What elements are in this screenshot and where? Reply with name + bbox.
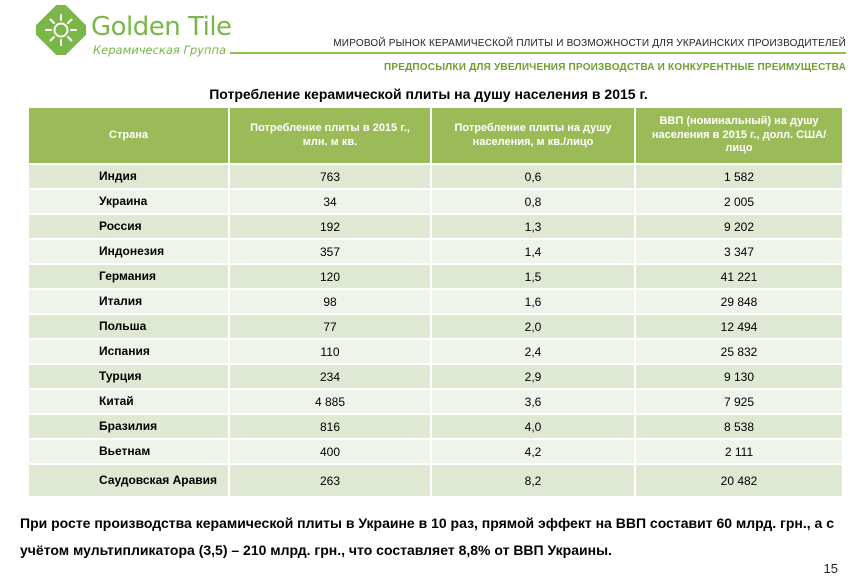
country-cell: Испания <box>29 339 230 365</box>
column-header-gdp: ВВП (номинальный) на душу населения в 20… <box>635 108 842 165</box>
gdp-cell: 2 005 <box>635 189 842 215</box>
country-cell: Турция <box>29 364 230 390</box>
gdp-cell: 8 538 <box>635 414 842 440</box>
table-row: Индия 763 0,6 1 582 <box>29 164 842 190</box>
consumption-cell: 110 <box>229 339 432 365</box>
column-header-consumption: Потребление плиты в 2015 г., млн. м кв. <box>229 108 432 165</box>
consumption-cell: 400 <box>229 439 432 465</box>
section-subtitle: ПРЕДПОСЫЛКИ ДЛЯ УВЕЛИЧЕНИЯ ПРОИЗВОДСТВА … <box>383 62 846 73</box>
conclusion-text: При росте производства керамической плит… <box>20 515 834 558</box>
gdp-cell: 9 130 <box>635 364 842 390</box>
per-capita-cell: 3,6 <box>431 389 636 415</box>
column-header-per-capita: Потребление плиты на душу населения, м к… <box>431 108 636 165</box>
table-row: Саудовская Аравия 263 8,2 20 482 <box>29 464 842 498</box>
country-cell: Германия <box>29 264 230 290</box>
consumption-cell: 120 <box>229 264 432 290</box>
per-capita-cell: 2,0 <box>431 314 636 340</box>
logo-subtitle: Керамическая Группа <box>93 43 227 57</box>
gdp-cell: 41 221 <box>635 264 842 290</box>
company-logo: Golden Tile Керамическая Группа <box>36 5 232 57</box>
country-cell: Россия <box>29 214 230 240</box>
per-capita-cell: 1,5 <box>431 264 636 290</box>
consumption-cell: 234 <box>229 364 432 390</box>
table-row: Италия 98 1,6 29 848 <box>29 289 842 315</box>
table-row: Индонезия 357 1,4 3 347 <box>29 239 842 265</box>
sun-logo-icon <box>36 5 86 55</box>
consumption-cell: 263 <box>229 464 432 498</box>
per-capita-cell: 4,0 <box>431 414 636 440</box>
country-cell: Индия <box>29 164 230 190</box>
per-capita-cell: 4,2 <box>431 439 636 465</box>
per-capita-cell: 8,2 <box>431 464 636 498</box>
table-row: Польша 77 2,0 12 494 <box>29 314 842 340</box>
consumption-table: Страна Потребление плиты в 2015 г., млн.… <box>29 108 842 498</box>
column-header-country: Страна <box>29 108 230 165</box>
table-row: Бразилия 816 4,0 8 538 <box>29 414 842 440</box>
presentation-title: МИРОВОЙ РЫНОК КЕРАМИЧЕСКОЙ ПЛИТЫ И ВОЗМО… <box>333 38 846 49</box>
country-cell: Вьетнам <box>29 439 230 465</box>
gdp-cell: 12 494 <box>635 314 842 340</box>
header-divider <box>230 52 846 54</box>
consumption-cell: 98 <box>229 289 432 315</box>
per-capita-cell: 2,4 <box>431 339 636 365</box>
gdp-cell: 29 848 <box>635 289 842 315</box>
country-cell: Италия <box>29 289 230 315</box>
gdp-cell: 3 347 <box>635 239 842 265</box>
logo-name: Golden Tile <box>91 12 232 42</box>
consumption-cell: 763 <box>229 164 432 190</box>
page-number: 15 <box>823 561 838 576</box>
per-capita-cell: 1,6 <box>431 289 636 315</box>
table-row: Вьетнам 400 4,2 2 111 <box>29 439 842 465</box>
gdp-cell: 7 925 <box>635 389 842 415</box>
consumption-cell: 816 <box>229 414 432 440</box>
gdp-cell: 1 582 <box>635 164 842 190</box>
country-cell: Индонезия <box>29 239 230 265</box>
per-capita-cell: 0,6 <box>431 164 636 190</box>
consumption-cell: 4 885 <box>229 389 432 415</box>
consumption-cell: 357 <box>229 239 432 265</box>
country-cell: Польша <box>29 314 230 340</box>
per-capita-cell: 2,9 <box>431 364 636 390</box>
table-title: Потребление керамической плиты на душу н… <box>209 86 648 102</box>
table-header-row: Страна Потребление плиты в 2015 г., млн.… <box>29 108 842 165</box>
gdp-cell: 20 482 <box>635 464 842 498</box>
per-capita-cell: 1,3 <box>431 214 636 240</box>
consumption-cell: 77 <box>229 314 432 340</box>
country-cell: Саудовская Аравия <box>29 464 230 498</box>
table-row: Испания 110 2,4 25 832 <box>29 339 842 365</box>
gdp-cell: 25 832 <box>635 339 842 365</box>
gdp-cell: 2 111 <box>635 439 842 465</box>
country-cell: Китай <box>29 389 230 415</box>
per-capita-cell: 1,4 <box>431 239 636 265</box>
table-row: Россия 192 1,3 9 202 <box>29 214 842 240</box>
table-row: Украина 34 0,8 2 005 <box>29 189 842 215</box>
gdp-cell: 9 202 <box>635 214 842 240</box>
consumption-cell: 192 <box>229 214 432 240</box>
country-cell: Украина <box>29 189 230 215</box>
per-capita-cell: 0,8 <box>431 189 636 215</box>
table-row: Китай 4 885 3,6 7 925 <box>29 389 842 415</box>
country-cell: Бразилия <box>29 414 230 440</box>
table-row: Германия 120 1,5 41 221 <box>29 264 842 290</box>
table-row: Турция 234 2,9 9 130 <box>29 364 842 390</box>
consumption-cell: 34 <box>229 189 432 215</box>
